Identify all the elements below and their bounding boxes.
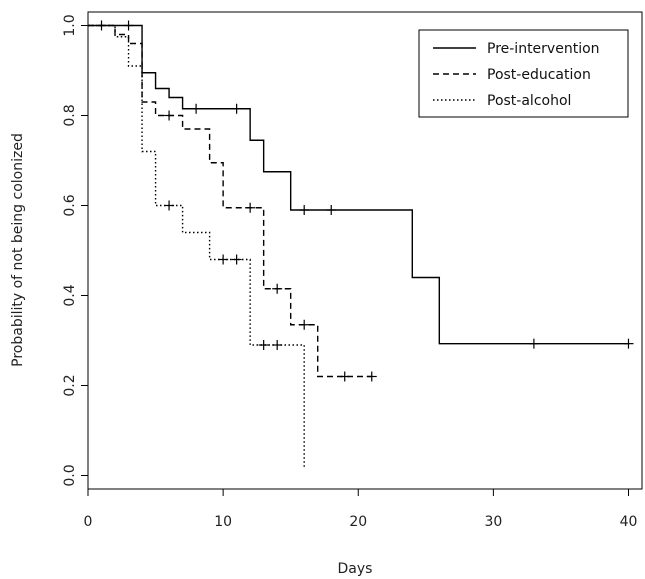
legend-label: Pre-intervention [487, 41, 600, 57]
series-line-post-alcohol [88, 24, 305, 469]
y-axis: 0.0 0.2 0.4 0.6 0.8 1.0 [62, 14, 88, 487]
censor-mark-post-education [339, 371, 350, 382]
censor-mark-pre-intervention [623, 338, 634, 349]
censor-mark-pre-intervention [231, 103, 242, 114]
censor-mark-pre-intervention [191, 103, 202, 114]
y-tick-label: 0.6 [62, 194, 78, 216]
censor-mark-pre-intervention [299, 205, 310, 215]
censor-mark-post-education [272, 283, 283, 294]
series-line-pre-intervention [88, 24, 629, 345]
legend-entry-pre-intervention: Pre-intervention [433, 41, 600, 57]
legend-label: Post-education [487, 67, 591, 83]
legend-entry-post-alcohol: Post-alcohol [433, 93, 571, 109]
y-axis-label: Probability of not being colonized [10, 133, 26, 367]
legend: Pre-intervention Post-education Post-alcoh… [418, 29, 629, 118]
x-tick-label: 0 [84, 514, 93, 530]
x-tick-label: 20 [349, 514, 367, 530]
x-axis-label: Days [338, 561, 373, 577]
y-tick-label: 0.8 [62, 104, 78, 126]
y-tick-label: 0.0 [62, 464, 78, 486]
censor-mark-post-alcohol [258, 340, 269, 350]
censor-mark-post-alcohol [218, 254, 229, 265]
y-tick-label: 0.2 [62, 374, 78, 396]
plot-area [87, 11, 643, 490]
legend-entry-post-education: Post-education [433, 67, 591, 83]
censor-mark-post-alcohol [272, 340, 283, 350]
plot-frame [87, 11, 643, 490]
censor-mark-post-education [245, 202, 256, 213]
x-axis: 0 10 20 30 40 [84, 489, 638, 530]
y-tick-label: 1.0 [62, 14, 78, 36]
censor-mark-pre-intervention [123, 20, 134, 31]
x-tick-label: 40 [620, 514, 638, 530]
censor-mark-post-education [164, 110, 175, 121]
x-tick-label: 30 [484, 514, 502, 530]
censor-mark-post-education [366, 371, 377, 382]
censor-mark-pre-intervention [528, 338, 539, 349]
legend-label: Post-alcohol [487, 93, 571, 109]
y-tick-label: 0.4 [62, 284, 78, 306]
x-tick-label: 10 [214, 514, 232, 530]
censor-mark-post-education [299, 319, 310, 330]
censor-mark-pre-intervention [326, 205, 337, 215]
censor-mark-post-alcohol [164, 200, 175, 211]
censor-mark-post-alcohol [231, 254, 242, 265]
series-line-post-education [88, 24, 372, 378]
series-layer [88, 20, 634, 469]
